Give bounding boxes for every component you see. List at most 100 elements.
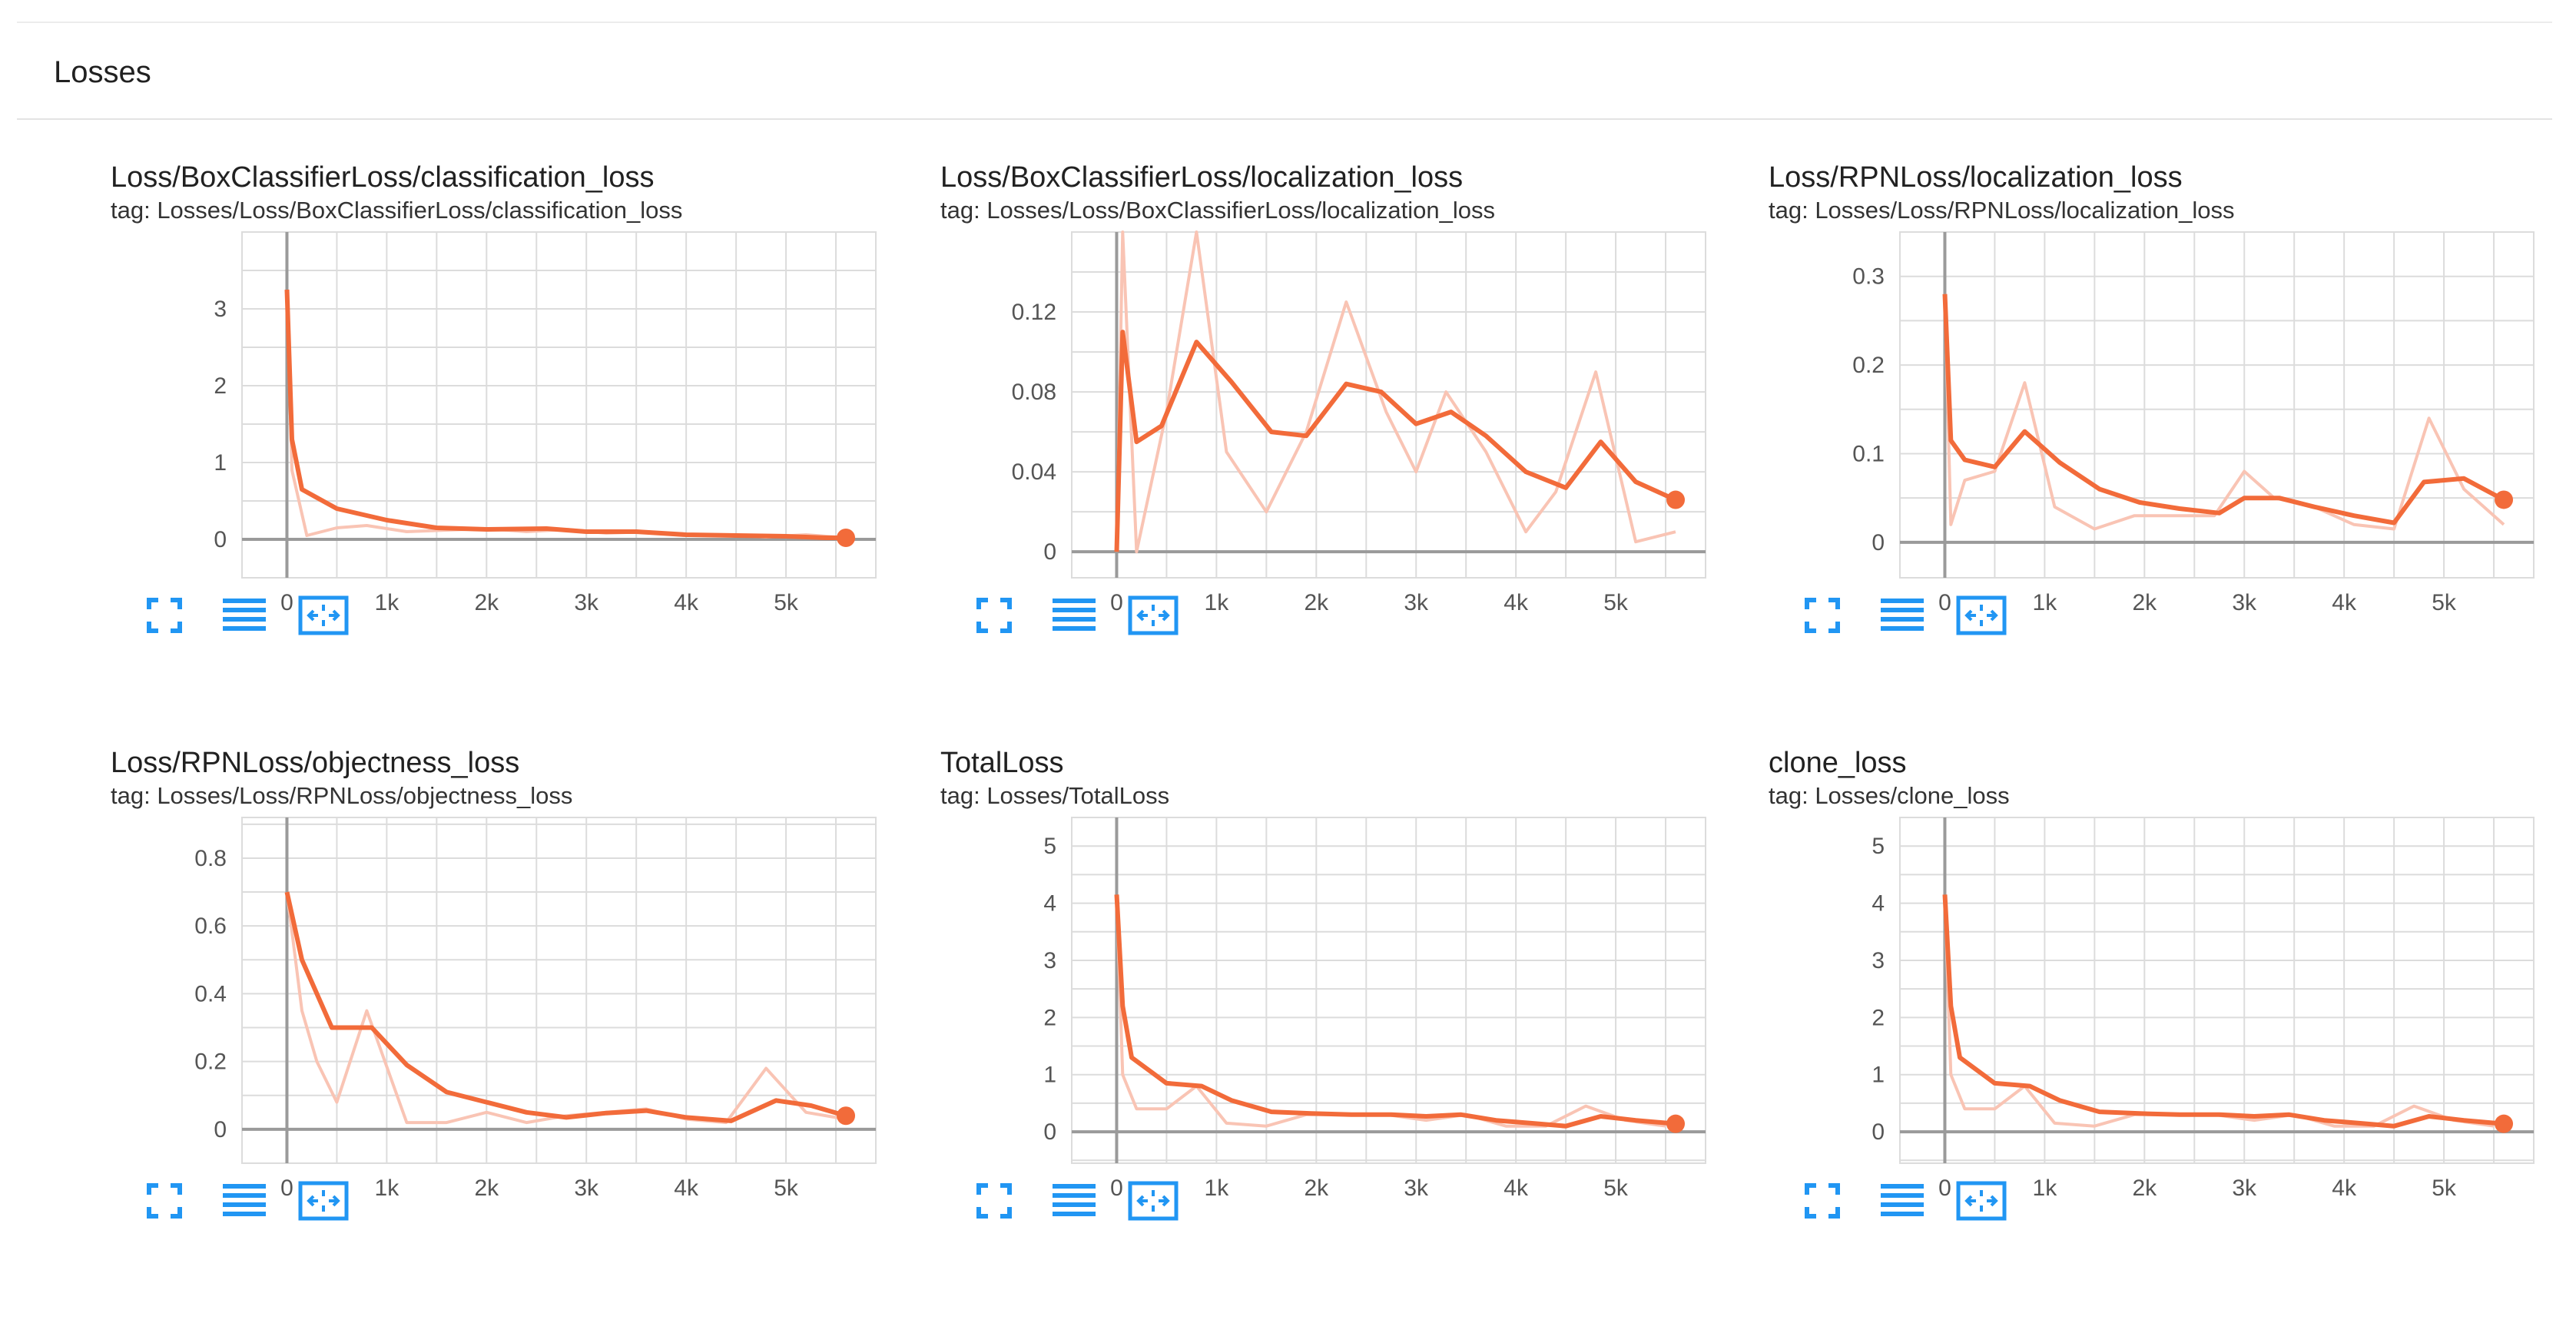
x-tick-label: 3k — [2232, 1175, 2257, 1201]
fit-domain-button[interactable] — [1128, 595, 1179, 635]
line-chart[interactable]: 0 1k 2k 3k 4k 5k 0 1 2 3 — [61, 231, 877, 615]
y-tick-label: 0.04 — [1012, 459, 1056, 485]
last-point-marker — [1666, 1114, 1686, 1133]
x-tick-label: 2k — [474, 1175, 499, 1201]
x-tick-label: 2k — [2132, 1175, 2157, 1201]
chart-tag: tag: Losses/Loss/BoxClassifierLoss/class… — [111, 197, 683, 224]
last-point-marker — [2495, 490, 2514, 509]
y-tick-label: 5 — [1871, 834, 1885, 859]
last-point-marker — [837, 529, 856, 547]
fullscreen-icon — [1805, 1183, 1840, 1219]
y-tick-label: 0.2 — [1852, 353, 1885, 378]
fullscreen-button[interactable] — [144, 595, 191, 635]
y-tick-label: 2 — [1043, 1005, 1056, 1030]
data-table-icon — [1881, 1184, 1924, 1216]
fit-domain-icon — [1128, 1181, 1179, 1221]
y-tick-label: 3 — [1871, 948, 1885, 973]
smoothed-series-line — [284, 289, 846, 540]
fit-domain-button[interactable] — [298, 1181, 349, 1221]
chart-card-rpn-localization-loss: Loss/RPNLoss/localization_loss tag: Losse… — [1719, 161, 2535, 715]
plot-border — [241, 231, 877, 579]
fit-domain-icon — [1956, 595, 2007, 635]
x-tick-label: 0 — [280, 1175, 293, 1201]
x-tick-label: 1k — [375, 1175, 400, 1201]
fit-domain-button[interactable] — [1956, 1181, 2007, 1221]
fit-domain-button[interactable] — [1128, 1181, 1179, 1221]
x-tick-label: 3k — [1404, 590, 1429, 615]
fullscreen-button[interactable] — [974, 595, 1020, 635]
fit-domain-icon — [1128, 595, 1179, 635]
fullscreen-button[interactable] — [144, 1181, 191, 1221]
y-tick-label: 0 — [214, 1117, 227, 1142]
y-tick-label: 0 — [214, 527, 227, 552]
chart-tag: tag: Losses/Loss/RPNLoss/objectness_loss — [111, 782, 573, 809]
data-table-button[interactable] — [1051, 1181, 1097, 1221]
y-tick-label: 4 — [1871, 891, 1885, 917]
chart-card-objectness-loss: Loss/RPNLoss/objectness_loss tag: Losses/… — [61, 747, 877, 1300]
section-header[interactable]: Losses — [17, 48, 2552, 120]
smoothed-series-line — [1114, 894, 1676, 1129]
data-table-button[interactable] — [1879, 595, 1925, 635]
x-tick-label: 3k — [574, 590, 599, 615]
fullscreen-button[interactable] — [974, 1181, 1020, 1221]
y-tick-label: 3 — [214, 297, 227, 322]
x-tick-label: 4k — [2332, 590, 2357, 615]
x-tick-label: 2k — [1304, 590, 1329, 615]
data-table-icon — [223, 1184, 266, 1216]
x-tick-label: 3k — [2232, 590, 2257, 615]
line-chart[interactable]: 0 1k 2k 3k 4k 5k 0 0.04 0.08 0.12 — [891, 230, 1706, 615]
x-tick-label: 5k — [774, 1175, 799, 1201]
data-table-icon — [1881, 599, 1924, 631]
data-table-button[interactable] — [221, 595, 267, 635]
data-table-button[interactable] — [1879, 1181, 1925, 1221]
fullscreen-icon — [976, 1183, 1012, 1219]
x-tick-label: 1k — [1205, 590, 1230, 615]
chart-card-clone-loss: clone_loss tag: Losses/clone_loss 0 1k 2k 3k 4… — [1719, 747, 2535, 1300]
y-tick-label: 2 — [1871, 1005, 1885, 1030]
chart-title: clone_loss — [1769, 747, 1907, 779]
fullscreen-icon — [147, 1183, 182, 1219]
x-tick-label: 5k — [774, 590, 799, 615]
line-chart[interactable]: 0 1k 2k 3k 4k 5k 0 1 2 3 4 5 — [891, 817, 1706, 1201]
y-tick-label: 0 — [1871, 530, 1885, 555]
last-point-marker — [2495, 1114, 2514, 1133]
fit-domain-icon — [298, 595, 349, 635]
data-table-icon — [1053, 1184, 1096, 1216]
plot-border — [1071, 231, 1706, 579]
y-tick-label: 0.8 — [194, 846, 227, 871]
fit-domain-icon — [298, 1181, 349, 1221]
plot-border — [1899, 817, 2535, 1164]
chart-card-box-localization-loss: Loss/BoxClassifierLoss/localization_loss… — [891, 161, 1706, 715]
data-table-button[interactable] — [221, 1181, 267, 1221]
x-tick-label: 0 — [1938, 590, 1951, 615]
fullscreen-icon — [976, 598, 1012, 633]
fit-domain-button[interactable] — [298, 595, 349, 635]
y-tick-label: 5 — [1043, 834, 1056, 859]
data-table-button[interactable] — [1051, 595, 1097, 635]
smoothed-series-line — [1942, 894, 2505, 1129]
x-tick-label: 4k — [2332, 1175, 2357, 1201]
chart-title: Loss/BoxClassifierLoss/localization_loss — [940, 161, 1464, 194]
y-tick-label: 2 — [214, 373, 227, 399]
x-tick-label: 2k — [2132, 590, 2157, 615]
x-tick-label: 5k — [2432, 590, 2457, 615]
line-chart[interactable]: 0 1k 2k 3k 4k 5k 0 1 2 3 4 5 — [1719, 817, 2535, 1201]
y-tick-label: 0.4 — [194, 981, 227, 1006]
line-chart[interactable]: 0 1k 2k 3k 4k 5k 0 0.2 0.4 0.6 0.8 — [61, 817, 877, 1201]
chart-title: TotalLoss — [940, 747, 1064, 779]
x-tick-label: 1k — [1205, 1175, 1230, 1201]
y-tick-label: 0 — [1043, 1119, 1056, 1145]
fullscreen-button[interactable] — [1802, 595, 1848, 635]
last-point-marker — [837, 1106, 856, 1126]
chart-card-classification-loss: Loss/BoxClassifierLoss/classification_lo… — [61, 161, 877, 715]
line-chart[interactable]: 0 1k 2k 3k 4k 5k 0 0.1 0.2 0.3 — [1719, 231, 2535, 615]
fit-domain-button[interactable] — [1956, 595, 2007, 635]
smoothed-series-line — [1114, 330, 1677, 552]
fit-domain-icon — [1956, 1181, 2007, 1221]
chart-tag: tag: Losses/TotalLoss — [940, 782, 1170, 809]
y-tick-label: 3 — [1043, 948, 1056, 973]
chart-tag: tag: Losses/Loss/RPNLoss/localization_lo… — [1769, 197, 2235, 224]
y-tick-label: 0 — [1043, 539, 1056, 565]
section-title: Losses — [54, 55, 151, 89]
fullscreen-button[interactable] — [1802, 1181, 1848, 1221]
